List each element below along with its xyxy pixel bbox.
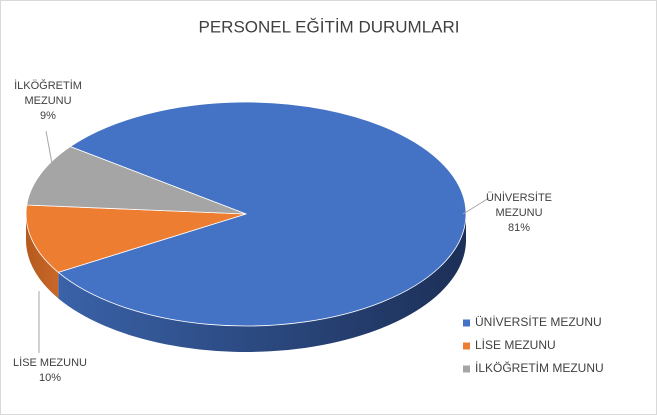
data-label: İLKÖĞRETİM MEZUNU 9% bbox=[9, 79, 87, 124]
label-category: ÜNİVERSİTE MEZUNU bbox=[485, 192, 552, 219]
legend: ÜNİVERSİTE MEZUNU LİSE MEZUNU İLKÖĞRETİM M… bbox=[463, 315, 604, 375]
chart-title: PERSONEL EĞİTİM DURUMLARI bbox=[198, 17, 459, 36]
legend-swatch bbox=[463, 365, 470, 373]
legend-label: LİSE MEZUNU bbox=[475, 338, 556, 352]
label-value: 81% bbox=[507, 222, 531, 234]
legend-swatch bbox=[463, 342, 470, 350]
label-category: LİSE MEZUNU bbox=[13, 357, 87, 369]
leader-line bbox=[462, 197, 490, 215]
label-value: 10% bbox=[38, 372, 62, 384]
label-category: İLKÖĞRETİM MEZUNU bbox=[14, 80, 82, 107]
pie bbox=[25, 101, 467, 352]
legend-swatch bbox=[463, 319, 470, 327]
data-label: LİSE MEZUNU 10% bbox=[5, 356, 95, 386]
data-label: ÜNİVERSİTE MEZUNU 81% bbox=[481, 191, 557, 236]
legend-label: İLKÖĞRETİM MEZUNU bbox=[475, 360, 604, 375]
slice bbox=[26, 146, 247, 215]
label-value: 9% bbox=[40, 110, 56, 122]
legend-label: ÜNİVERSİTE MEZUNU bbox=[475, 315, 602, 329]
slice bbox=[25, 204, 247, 273]
slice bbox=[57, 101, 467, 327]
leader-line bbox=[45, 130, 54, 170]
